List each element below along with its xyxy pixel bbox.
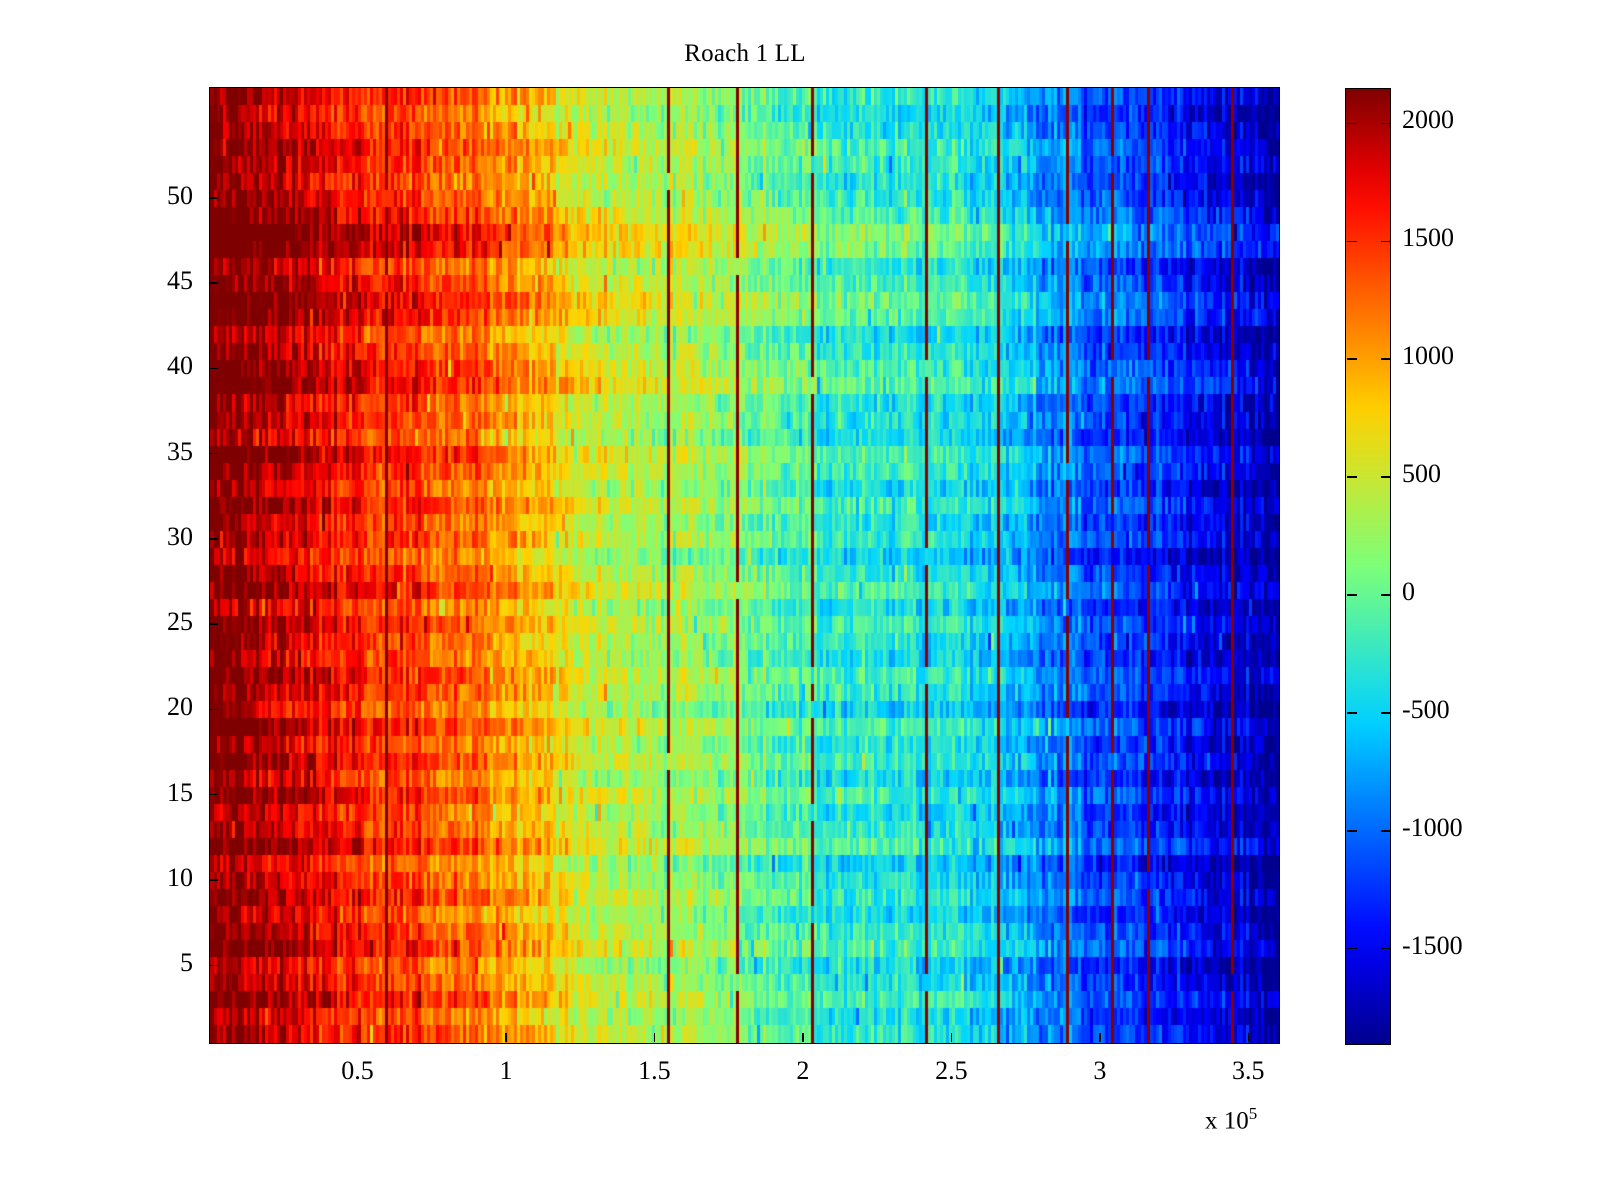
y-axis-tick-mark [209,964,218,966]
x-axis-tick-label: 2 [796,1056,810,1085]
colorbar-tick-mark [1346,476,1357,478]
colorbar-gradient [1346,89,1390,1044]
chart-title: Roach 1 LL [684,40,806,67]
colorbar-tick-mark [1380,476,1391,478]
y-axis-tick-mark [209,879,218,881]
x-axis-tick-mark [505,1033,507,1042]
colorbar-tick-mark [1346,594,1357,596]
heatmap-plot-area [209,87,1280,1044]
x-axis-tick-label: 3 [1093,1056,1107,1085]
colorbar-tick-label: 0 [1402,576,1415,606]
x-axis-tick-label: 0.5 [341,1056,374,1085]
y-axis-tick-label: 35 [167,436,193,466]
colorbar-tick-mark [1346,122,1357,125]
y-axis-tick-mark [209,623,218,625]
x-axis-tick-label: 1 [499,1056,513,1085]
y-axis-tick-label: 30 [167,521,193,551]
colorbar-tick-label: 500 [1402,459,1441,489]
y-axis-tick-mark [209,793,218,796]
y-axis-tick-label: 25 [167,607,193,637]
heatmap-canvas [210,88,1279,1043]
colorbar-tick-mark [1380,240,1391,243]
y-axis-tick-label: 45 [167,266,193,296]
colorbar-tick-mark [1346,712,1357,714]
y-axis-tick-mark [209,282,218,284]
colorbar-tick-mark [1380,358,1391,360]
y-axis-tick-label: 50 [167,180,193,210]
colorbar-tick-mark [1346,830,1357,832]
x-axis-tick-mark [653,1033,656,1042]
colorbar-tick-label: -500 [1402,694,1450,724]
colorbar-tick-label: -1500 [1402,930,1463,960]
colorbar-tick-mark [1346,240,1357,243]
colorbar-tick-mark [1346,947,1357,950]
x-exponent-base: x 10 [1205,1107,1249,1135]
colorbar-tick-mark [1380,947,1391,950]
colorbar-tick-mark [1380,122,1391,125]
colorbar-tick-mark [1346,358,1357,360]
y-axis-tick-mark [209,452,218,455]
x-axis-tick-label: 1.5 [638,1056,671,1085]
colorbar-tick-label: 1000 [1402,341,1454,371]
x-axis-tick-label: 3.5 [1232,1056,1265,1085]
x-exponent-power: 5 [1248,1104,1258,1123]
y-axis-tick-label: 40 [167,351,193,381]
colorbar-tick-label: -1000 [1402,812,1463,842]
y-axis-tick-label: 20 [167,692,193,722]
colorbar-tick-mark [1380,594,1391,596]
y-axis-tick-label: 5 [180,948,193,978]
x-axis-tick-mark [1099,1033,1101,1042]
y-axis-tick-label: 15 [167,777,193,807]
colorbar-tick-mark [1380,830,1391,832]
y-axis-tick-mark [209,197,218,199]
x-axis-tick-mark [356,1033,359,1042]
y-axis-tick-mark [209,538,218,540]
x-axis-exponent-label: x 105 [1205,1104,1257,1135]
x-axis-tick-label: 2.5 [935,1056,968,1085]
x-axis-tick-mark [802,1033,804,1042]
y-axis-tick-label: 10 [167,862,193,892]
x-axis-tick-mark [950,1033,953,1042]
colorbar-tick-mark [1380,712,1391,714]
colorbar-tick-label: 1500 [1402,223,1454,253]
y-axis-tick-mark [209,708,218,711]
x-axis-tick-mark [1247,1033,1250,1042]
colorbar-tick-label: 2000 [1402,105,1454,135]
colorbar [1345,88,1391,1045]
y-axis-tick-mark [209,367,218,370]
